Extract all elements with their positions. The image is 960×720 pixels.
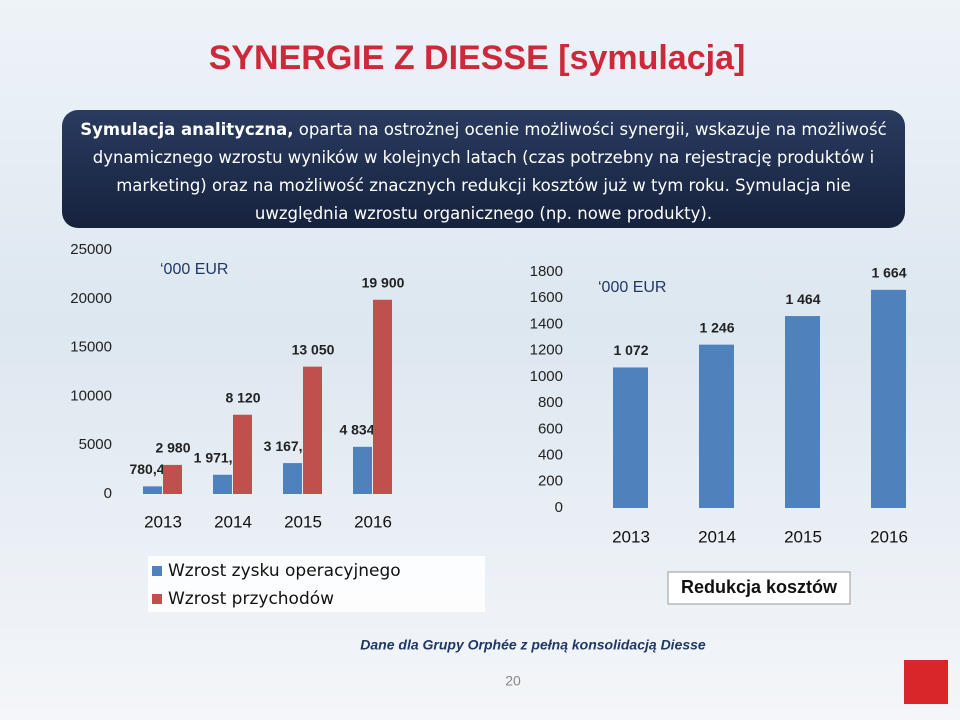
y-tick-label: 15000 [70, 339, 112, 356]
bar [283, 463, 302, 494]
unit-label: ‘000 EUR [160, 261, 228, 278]
bar [871, 289, 906, 508]
x-tick-label: 2015 [284, 512, 322, 531]
x-tick-label: 2016 [354, 512, 392, 531]
value-label: 2 980 [155, 440, 190, 456]
value-label: 1 464 [785, 291, 820, 307]
y-tick-label: 200 [538, 473, 563, 490]
bar [613, 367, 648, 508]
y-tick-label: 0 [104, 485, 112, 502]
legend-label: Wzrost zysku operacyjnego [168, 561, 401, 581]
y-tick-label: 800 [538, 394, 563, 411]
value-label: 1 971,3 [194, 449, 241, 465]
intro-bold: Symulacja analityczna, [80, 120, 294, 139]
y-tick-label: 1000 [530, 368, 563, 385]
bar [143, 486, 162, 494]
chart-title: Redukcja kosztów [681, 577, 838, 597]
value-label: 780,4 [129, 461, 164, 477]
y-tick-label: 400 [538, 447, 563, 464]
bar [233, 414, 252, 494]
bar [213, 474, 232, 494]
chart-title-box [667, 571, 851, 605]
bar [303, 366, 322, 494]
value-label: 19 900 [362, 274, 405, 290]
footnote: Dane dla Grupy Orphée z pełną konsolidac… [360, 637, 706, 653]
value-label: 3 167,5 [264, 438, 311, 454]
y-tick-label: 25000 [70, 241, 112, 258]
legend-swatch [152, 566, 162, 576]
y-tick-label: 1600 [530, 289, 563, 306]
x-tick-label: 2013 [144, 512, 182, 531]
bar [353, 446, 372, 494]
intro-text: oparta na ostrożnej ocenie możliwości sy… [92, 120, 887, 223]
y-tick-label: 0 [555, 499, 563, 516]
bar [699, 344, 734, 508]
bar [785, 316, 820, 508]
x-tick-label: 2015 [784, 527, 822, 546]
legend-box [148, 556, 485, 612]
legend-swatch [152, 594, 162, 604]
value-label: 1 072 [613, 342, 648, 358]
intro-box: Symulacja analityczna, oparta na ostrożn… [62, 110, 905, 228]
slide-title: SYNERGIE Z DIESSE [symulacja] [209, 39, 746, 77]
y-tick-label: 1200 [530, 342, 563, 359]
x-tick-label: 2013 [612, 527, 650, 546]
value-label: 1 664 [871, 265, 906, 281]
bar [163, 464, 182, 494]
legend-label: Wzrost przychodów [168, 589, 334, 609]
page-number: 20 [505, 673, 521, 689]
y-tick-label: 10000 [70, 387, 112, 404]
value-label: 8 120 [225, 389, 260, 405]
bar [373, 299, 392, 494]
unit-label: ‘000 EUR [598, 279, 666, 296]
value-label: 13 050 [292, 341, 335, 357]
y-tick-label: 5000 [79, 436, 112, 453]
value-label: 4 834 [339, 422, 374, 438]
y-tick-label: 600 [538, 420, 563, 437]
value-label: 1 246 [699, 319, 734, 335]
y-tick-label: 20000 [70, 290, 112, 307]
y-tick-label: 1800 [530, 263, 563, 280]
y-tick-label: 1400 [530, 315, 563, 332]
x-tick-label: 2014 [214, 512, 252, 531]
x-tick-label: 2014 [698, 527, 736, 546]
x-tick-label: 2016 [870, 527, 908, 546]
logo [904, 660, 948, 704]
